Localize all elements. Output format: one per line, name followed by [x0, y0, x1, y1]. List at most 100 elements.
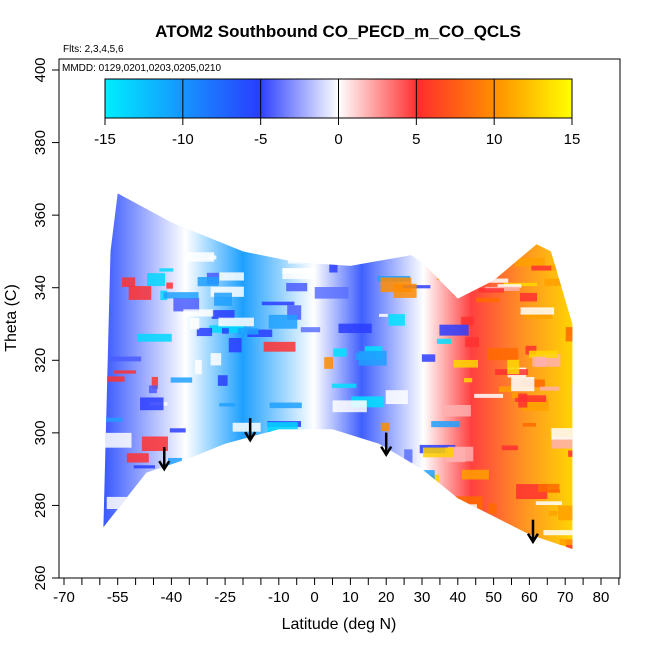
y-tick-label: 400: [32, 57, 49, 82]
heatmap-cell: [436, 338, 452, 344]
x-tick-label: 10: [342, 589, 359, 606]
heatmap-cell: [142, 525, 170, 537]
heatmap-cell: [380, 422, 390, 432]
heatmap-cell: [178, 490, 194, 500]
heatmap-cell: [388, 314, 405, 326]
heatmap-cell: [422, 447, 454, 458]
heatmap-cell: [267, 431, 302, 442]
heatmap-cell: [487, 348, 519, 361]
heatmap-cell: [535, 501, 563, 506]
heatmap-cell: [575, 537, 588, 547]
heatmap-cell: [197, 277, 219, 287]
heatmap-cell: [357, 523, 368, 533]
colorbar-ticks: -15 -10 -5 0 5 10 15: [94, 79, 580, 148]
heatmap-cell: [474, 393, 504, 398]
heatmap-cell: [385, 390, 408, 405]
heatmap-cell: [214, 292, 232, 306]
heatmap-cell: [447, 504, 477, 509]
heatmap-cell: [453, 359, 478, 368]
heatmap-cell: [481, 278, 509, 283]
heatmap-cell: [531, 265, 552, 271]
heatmap-cell: [463, 378, 473, 383]
x-tick-label: 40: [449, 589, 466, 606]
heatmap-cell: [106, 496, 128, 510]
heatmap-cell: [543, 530, 573, 536]
heatmap-cell: [169, 428, 186, 433]
heatmap-cell: [406, 217, 432, 231]
heatmap-cell: [146, 273, 166, 287]
heatmap-cell: [267, 422, 298, 433]
heatmap-cell: [337, 229, 358, 244]
heatmap-cell: [121, 277, 136, 287]
heatmap-cell: [218, 317, 254, 327]
x-tick-label: 80: [593, 589, 610, 606]
heatmap-cell: [163, 500, 194, 514]
heatmap-cell: [282, 268, 316, 274]
heatmap-cell: [571, 394, 573, 408]
heatmap-cell: [217, 375, 228, 386]
heatmap-cell: [296, 434, 317, 444]
heatmap-cell: [268, 314, 298, 329]
heatmap-cell: [141, 492, 175, 505]
heatmap-cell: [176, 509, 193, 519]
heatmap-cell: [300, 327, 321, 333]
flights-note: Flts: 2,3,4,5,6: [63, 44, 124, 55]
heatmap-cell: [187, 252, 215, 262]
heatmap-cell: [324, 357, 334, 369]
heatmap-cell: [511, 392, 519, 398]
heatmap-cell: [246, 458, 270, 464]
heatmap-cell: [261, 505, 273, 510]
chart-title: ATOM2 Southbound CO_PECD_m_CO_QCLS: [155, 22, 521, 41]
y-axis: 260 280 300 320 340 360 380 400: [32, 57, 59, 591]
heatmap-cell: [519, 292, 538, 302]
heatmap-cell: [404, 449, 413, 463]
heatmap-cell: [422, 221, 451, 225]
y-tick-label: 340: [32, 275, 49, 300]
heatmap-cell: [238, 214, 248, 221]
heatmap-cell: [261, 301, 295, 306]
heatmap-cell: [319, 243, 340, 252]
x-tick-label: 60: [521, 589, 538, 606]
heatmap-cell: [453, 285, 464, 296]
heatmap-cell: [139, 521, 175, 527]
heatmap-cell: [149, 536, 179, 549]
heatmap-cell: [156, 476, 165, 482]
heatmap-cell: [286, 282, 308, 292]
heatmap-cell: [103, 432, 132, 448]
heatmap-cell: [528, 350, 558, 358]
heatmap-cell: [280, 510, 294, 514]
profile-markers: [158, 418, 540, 545]
x-axis: -70 -55 -40 -25 -10 0 10 20 30 40 50 60 70 80: [53, 578, 620, 606]
heatmap-cell: [571, 314, 573, 320]
x-tick-label: 20: [378, 589, 395, 606]
heatmap-cell: [190, 318, 200, 330]
heatmap-cell: [532, 356, 546, 367]
heatmap-cell: [117, 529, 140, 537]
x-tick-label: 0: [310, 589, 318, 606]
heatmap-cell: [551, 428, 573, 440]
heatmap-cell: [379, 313, 388, 317]
y-tick-label: 320: [32, 348, 49, 373]
colorbar-tick-label: -15: [94, 131, 116, 148]
heatmap-cell: [437, 222, 448, 232]
heatmap-cell: [266, 474, 288, 489]
heatmap-cell: [204, 500, 241, 512]
x-tick-label: -70: [53, 589, 75, 606]
heatmap-cell: [550, 265, 559, 271]
heatmap-cell: [540, 386, 560, 391]
heatmap-cell: [363, 533, 381, 539]
heatmap-cell: [114, 531, 129, 544]
heatmap-cell: [159, 268, 174, 272]
heatmap-cell: [358, 350, 387, 366]
heatmap-cell: [126, 453, 149, 463]
heatmap-cell: [511, 376, 535, 392]
heatmap-cell: [184, 475, 219, 491]
x-tick-label: 30: [414, 589, 431, 606]
heatmap-cell: [548, 510, 558, 516]
heatmap-cell: [443, 405, 471, 417]
heatmap-cell: [299, 502, 325, 511]
heatmap-cell: [504, 235, 534, 242]
heatmap-cell: [465, 337, 480, 348]
heatmap-cell: [335, 531, 363, 543]
